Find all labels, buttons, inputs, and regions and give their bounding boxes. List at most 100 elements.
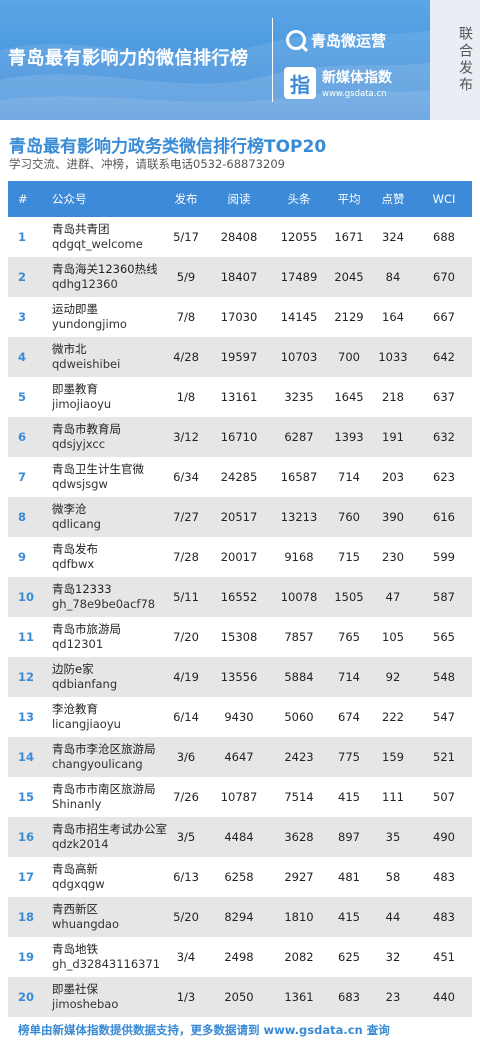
table-row: 6 青岛市教育局 qdsjyjxcc 3/12 16710 6287 1393 191 632 [8,417,472,457]
headline-cell: 2082 [284,950,314,964]
col-publish-header: 发布 [174,192,198,206]
account-name: 青岛海关12360热线 [52,262,158,276]
likes-cell: 164 [382,310,404,324]
account-name: 青岛市李沧区旅游局 [52,742,156,756]
average-cell: 715 [338,550,360,564]
headline-cell: 17489 [280,270,318,284]
read-cell: 6258 [224,870,254,884]
table-row: 4 微市北 qdweishibei 4/28 19597 10703 700 1033 642 [8,337,472,377]
account-id: qdlicang [52,517,101,531]
publish-cell: 6/34 [173,470,199,484]
wci-cell: 565 [433,630,455,644]
average-cell: 625 [338,950,360,964]
table-row: 15 青岛市市南区旅游局 Shinanly 7/26 10787 7514 415 111 50… [8,777,472,817]
account-cell: 青西新区 whuangdao [44,902,164,932]
likes-cell: 1033 [378,350,408,364]
read-cell: 13556 [220,670,258,684]
wci-cell: 587 [433,590,455,604]
publish-cell: 4/19 [173,670,199,684]
account-name: 青西新区 [52,902,98,916]
page-subtitle: 学习交流、进群、冲榜，请联系电话0532-68873209 [9,157,285,171]
likes-cell: 203 [382,470,404,484]
read-cell: 4647 [224,750,254,764]
likes-cell: 92 [385,670,401,684]
account-id: qdweishibei [52,357,121,371]
headline-cell: 2423 [284,750,314,764]
table-row: 1 青岛共青团 qdgqt_welcome 5/17 28408 12055 1671 324… [8,217,472,257]
account-name: 青岛共青团 [52,222,110,236]
rank-cell: 1 [18,230,27,244]
headline-cell: 1361 [284,990,314,1004]
wci-cell: 623 [433,470,455,484]
wci-cell: 483 [433,870,455,884]
banner-divider [272,18,273,102]
rank-cell: 10 [18,590,35,604]
table-row: 8 微李沧 qdlicang 7/27 20517 13213 760 390 616 [8,497,472,537]
read-cell: 2050 [224,990,254,1004]
page-title: 青岛最有影响力政务类微信排行榜TOP20 [9,137,327,157]
account-cell: 李沧教育 licangjiaoyu [44,702,164,732]
wci-cell: 547 [433,710,455,724]
table-row: 18 青西新区 whuangdao 5/20 8294 1810 415 44 483 [8,897,472,937]
rank-cell: 19 [18,950,35,964]
col-average-header: 平均 [337,192,361,206]
average-cell: 1645 [334,390,364,404]
wci-cell: 637 [433,390,455,404]
account-cell: 即墨社保 jimoshebao [44,982,164,1012]
publish-cell: 3/12 [173,430,199,444]
likes-cell: 84 [385,270,401,284]
col-headline-header: 头条 [287,192,311,206]
table-body: 1 青岛共青团 qdgqt_welcome 5/17 28408 12055 1671 324… [8,217,472,1017]
magnifier-logo-icon [286,30,306,50]
headline-cell: 1810 [284,910,314,924]
account-name: 边防e家 [52,662,94,676]
average-cell: 683 [338,990,360,1004]
account-cell: 青岛市市南区旅游局 Shinanly [44,782,164,812]
brand2-url: www.gsdata.cn [322,89,387,99]
likes-cell: 32 [385,950,401,964]
likes-cell: 47 [385,590,401,604]
rank-cell: 6 [18,430,27,444]
account-name: 青岛卫生计生官微 [52,462,144,476]
account-id: qdgxqgw [52,877,105,891]
account-id: yundongjimo [52,317,127,331]
brand-gsdata: 指 新媒体指数 www.gsdata.cn [284,64,392,102]
average-cell: 674 [338,710,360,724]
likes-cell: 218 [382,390,404,404]
likes-cell: 35 [385,830,401,844]
wci-cell: 632 [433,430,455,444]
average-cell: 700 [338,350,360,364]
publish-cell: 3/4 [176,950,196,964]
read-cell: 8294 [224,910,254,924]
rank-cell: 18 [18,910,35,924]
wci-cell: 440 [433,990,455,1004]
headline-cell: 10703 [280,350,318,364]
rank-cell: 20 [18,990,35,1004]
account-id: jimoshebao [52,997,119,1011]
table-row: 5 即墨教育 jimojiaoyu 1/8 13161 3235 1645 218 637 [8,377,472,417]
account-id: qdbianfang [52,677,118,691]
table-row: 13 李沧教育 licangjiaoyu 6/14 9430 5060 674 222 547 [8,697,472,737]
wci-cell: 670 [433,270,455,284]
wci-cell: 642 [433,350,455,364]
publish-cell: 4/28 [173,350,199,364]
rank-cell: 9 [18,550,27,564]
publish-cell: 1/8 [176,390,196,404]
wci-cell: 507 [433,790,455,804]
col-rank-header: # [18,192,28,206]
average-cell: 765 [338,630,360,644]
likes-cell: 111 [382,790,404,804]
read-cell: 16710 [220,430,258,444]
headline-cell: 16587 [280,470,318,484]
table-row: 9 青岛发布 qdfbwx 7/28 20017 9168 715 230 599 [8,537,472,577]
read-cell: 20517 [220,510,258,524]
headline-cell: 5060 [284,710,314,724]
table-row: 14 青岛市李沧区旅游局 changyoulicang 3/6 4647 2423 775 1… [8,737,472,777]
publish-cell: 6/14 [173,710,199,724]
account-name: 运动即墨 [52,302,98,316]
headline-cell: 10078 [280,590,318,604]
rank-cell: 5 [18,390,27,404]
average-cell: 2129 [334,310,364,324]
read-cell: 18407 [220,270,258,284]
read-cell: 20017 [220,550,258,564]
